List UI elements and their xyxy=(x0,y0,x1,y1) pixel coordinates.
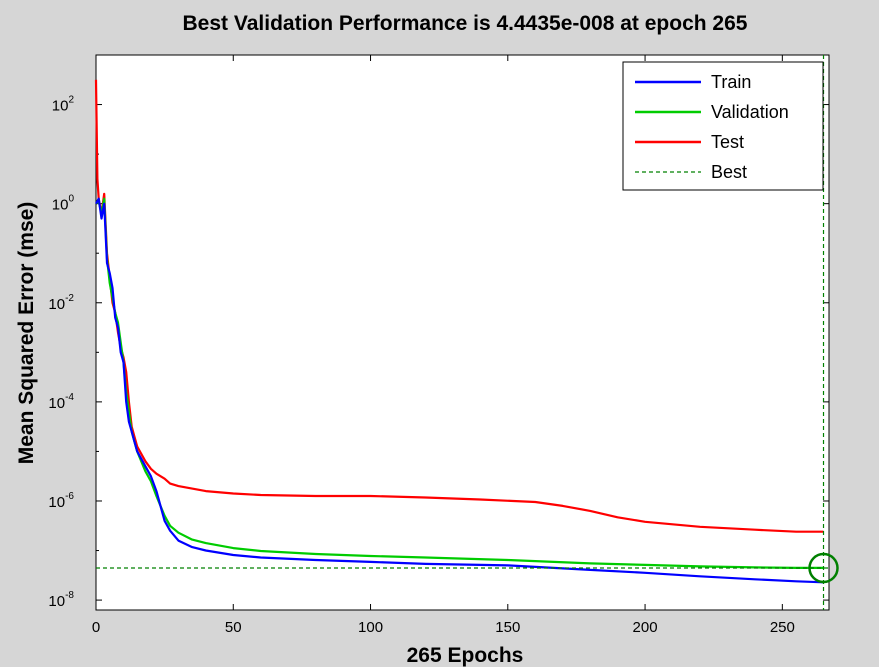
y-tick-label: 102 xyxy=(52,95,75,115)
x-tick-label: 200 xyxy=(633,619,658,636)
series-line-train xyxy=(95,197,824,584)
y-tick-label: 100 xyxy=(52,194,75,214)
x-axis: 0 50 100 150 200 250 xyxy=(92,55,795,636)
y-tick-label: 10-4 xyxy=(48,392,74,412)
legend-label-train: Train xyxy=(711,72,751,92)
series-layer xyxy=(94,55,839,610)
legend-box xyxy=(622,61,824,191)
legend-label-test: Test xyxy=(711,132,744,152)
legend: Train Validation Test Best xyxy=(622,61,824,191)
best-point-marker xyxy=(808,552,839,584)
y-tick-label: 10-6 xyxy=(48,491,74,511)
x-tick-label: 100 xyxy=(358,619,383,636)
x-tick-label: 250 xyxy=(770,619,795,636)
x-tick-label: 50 xyxy=(225,619,242,636)
y-axis-label: Mean Squared Error (mse) xyxy=(15,202,38,465)
series-line-validation xyxy=(95,197,824,570)
y-tick-label: 10-2 xyxy=(48,293,74,313)
x-axis-label: 265 Epochs xyxy=(407,644,524,667)
x-tick-label: 150 xyxy=(495,619,520,636)
legend-label-best: Best xyxy=(711,162,747,182)
legend-label-validation: Validation xyxy=(711,102,789,122)
chart-title: Best Validation Performance is 4.4435e-0… xyxy=(183,12,748,35)
y-tick-label: 10-8 xyxy=(48,590,74,610)
x-tick-label: 0 xyxy=(92,619,100,636)
